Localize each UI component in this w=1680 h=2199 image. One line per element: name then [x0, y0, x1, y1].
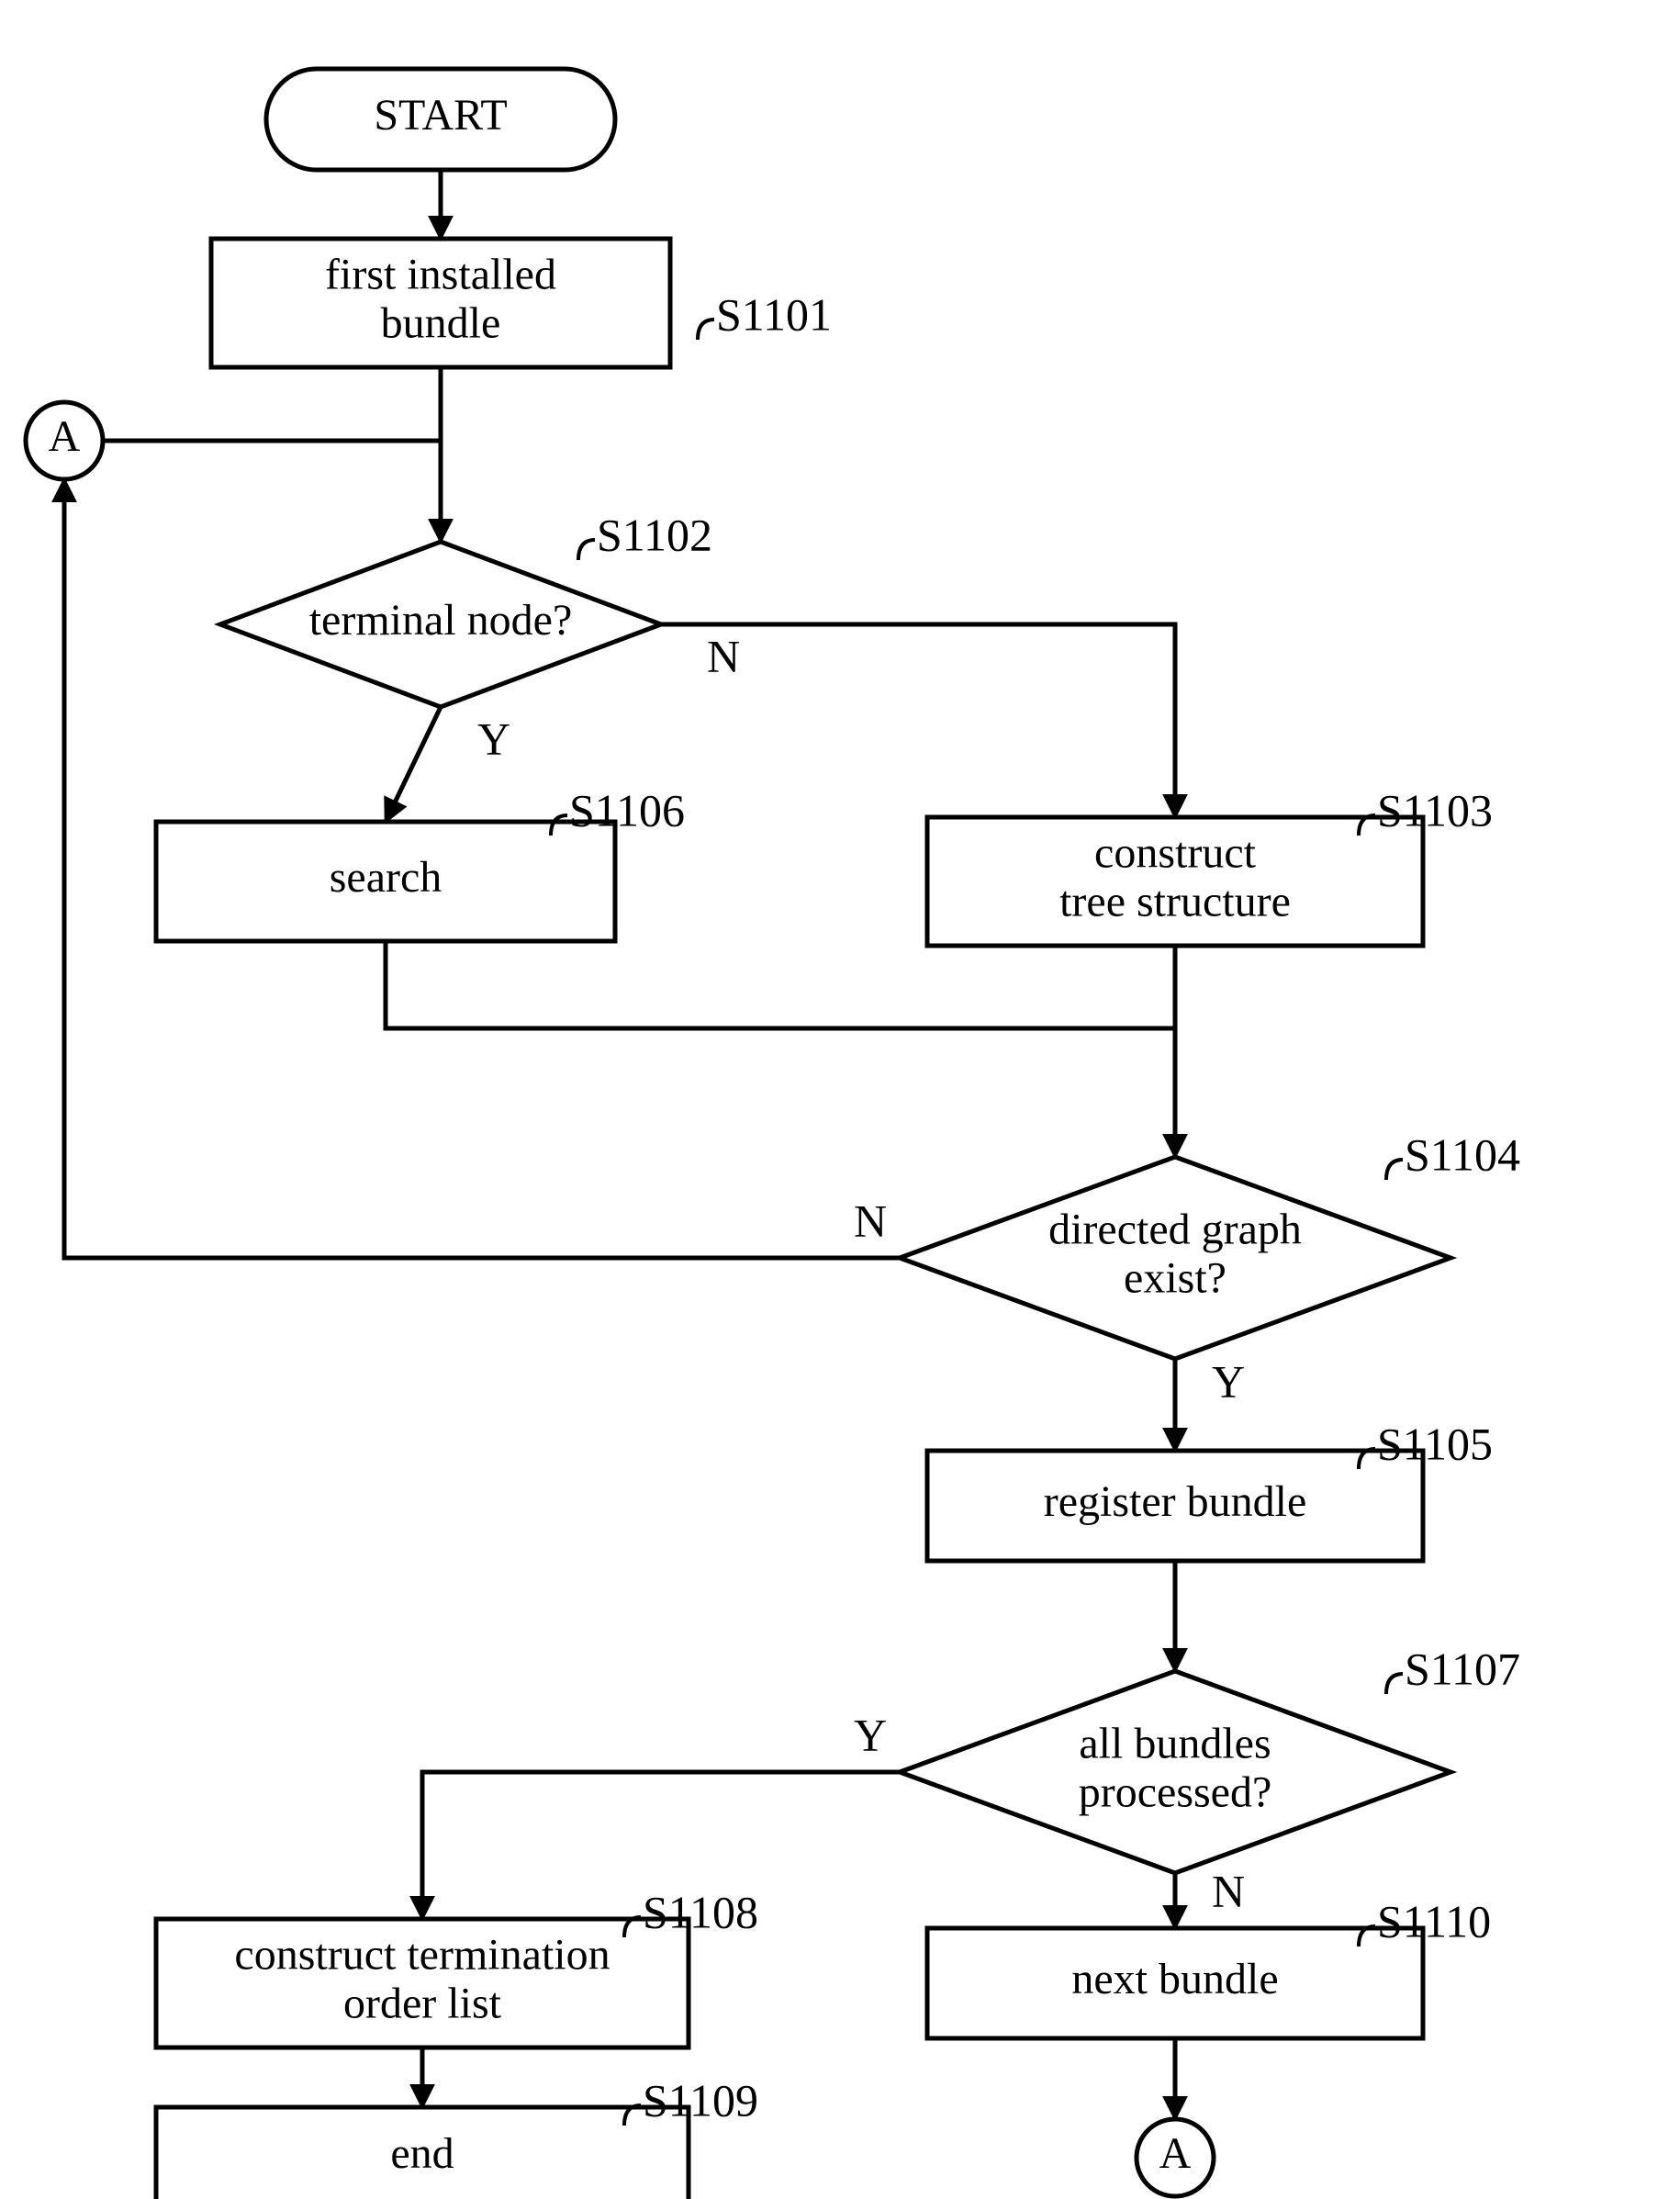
svg-text:first installed: first installed [325, 251, 556, 299]
svg-text:register bundle: register bundle [1044, 1477, 1307, 1526]
svg-text:exist?: exist? [1124, 1253, 1226, 1302]
svg-text:bundle: bundle [381, 298, 501, 347]
edge-label-7: N [854, 1195, 887, 1246]
svg-text:A: A [1159, 2129, 1192, 2178]
svg-text:construct: construct [1094, 829, 1257, 878]
tag-s1104: S1104 [1405, 1128, 1520, 1180]
svg-text:directed graph: directed graph [1048, 1206, 1302, 1254]
tag-s1101: S1101 [716, 288, 832, 340]
svg-text:construct termination: construct termination [234, 1931, 610, 1980]
tag-s1102: S1102 [597, 509, 712, 560]
tag-s1108: S1108 [643, 1886, 758, 1937]
svg-text:processed?: processed? [1079, 1767, 1272, 1816]
svg-text:A: A [49, 412, 81, 461]
tag-s1110: S1110 [1377, 1895, 1491, 1947]
edge-label-3: Y [477, 712, 510, 764]
tag-s1105: S1105 [1377, 1418, 1493, 1469]
svg-text:end: end [390, 2129, 454, 2178]
tag-s1107: S1107 [1405, 1643, 1520, 1694]
svg-text:START: START [374, 91, 507, 140]
edge-label-10: Y [854, 1709, 887, 1760]
svg-text:all bundles: all bundles [1079, 1720, 1271, 1768]
tag-s1106: S1106 [569, 784, 685, 836]
edge-label-4: N [707, 630, 740, 681]
tag-s1109: S1109 [643, 2074, 758, 2126]
svg-text:terminal node?: terminal node? [309, 596, 573, 645]
svg-text:tree structure: tree structure [1059, 877, 1291, 926]
edge-label-11: N [1212, 1865, 1245, 1916]
svg-text:search: search [330, 853, 442, 902]
svg-text:order list: order list [343, 1979, 502, 2027]
tag-s1103: S1103 [1377, 784, 1493, 836]
edge-label-8: Y [1212, 1355, 1245, 1407]
svg-text:next bundle: next bundle [1071, 1955, 1278, 2003]
